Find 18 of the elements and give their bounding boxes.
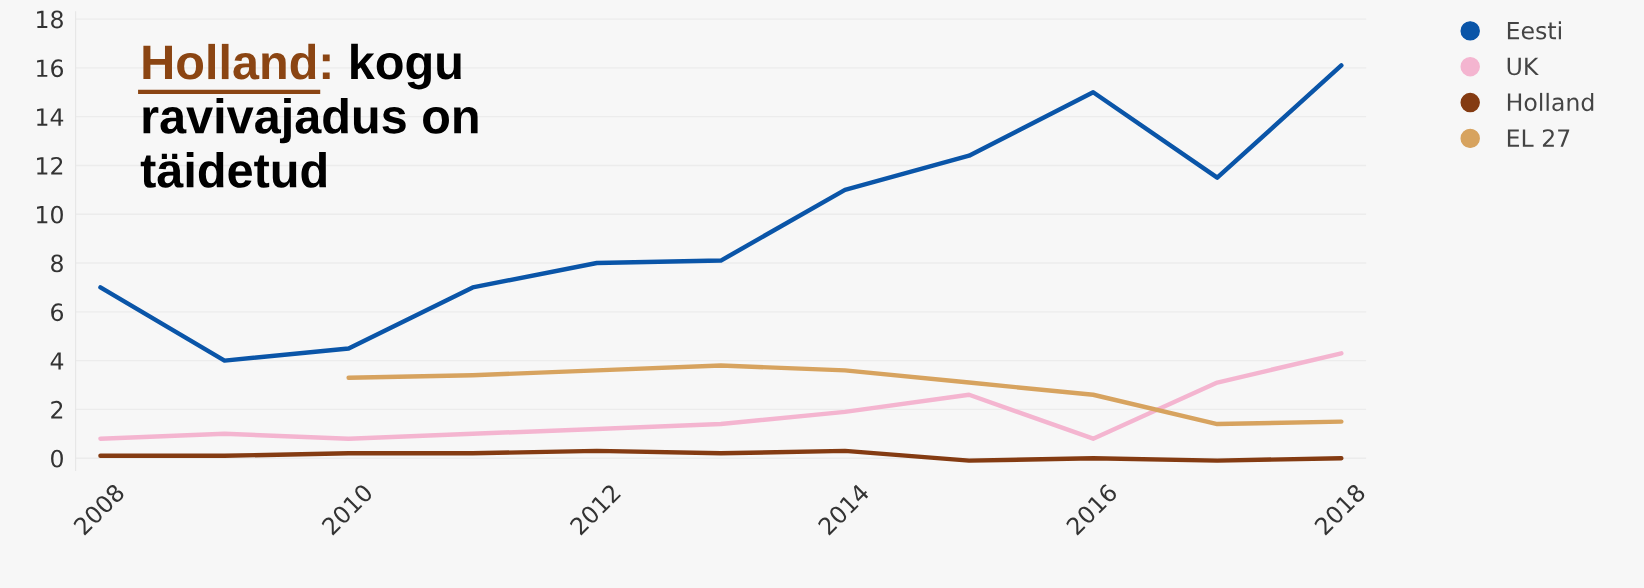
y-tick-label: 8 xyxy=(51,254,63,273)
legend-label: EL 27 xyxy=(1507,129,1570,147)
line-series xyxy=(346,363,1344,427)
line-series xyxy=(98,351,1344,441)
y-tick-label: 0 xyxy=(51,449,63,468)
y-tick-label: 14 xyxy=(37,108,64,126)
y-tick-label: 4 xyxy=(50,352,64,370)
legend-label: Holland xyxy=(1507,92,1594,112)
y-tick-label: 6 xyxy=(51,303,64,322)
y-tick-label: 10 xyxy=(37,205,63,224)
legend-label: Eesti xyxy=(1507,21,1561,40)
y-tick-label: 2 xyxy=(51,400,63,419)
y-tick-label: 12 xyxy=(37,156,63,175)
y-tick-label: 18 xyxy=(37,10,63,29)
line-series xyxy=(98,448,1344,463)
y-tick-label: 16 xyxy=(37,59,64,78)
legend-label: UK xyxy=(1507,57,1539,76)
annotation: Holland: kogu ravivajadus on täidetud xyxy=(140,43,478,188)
